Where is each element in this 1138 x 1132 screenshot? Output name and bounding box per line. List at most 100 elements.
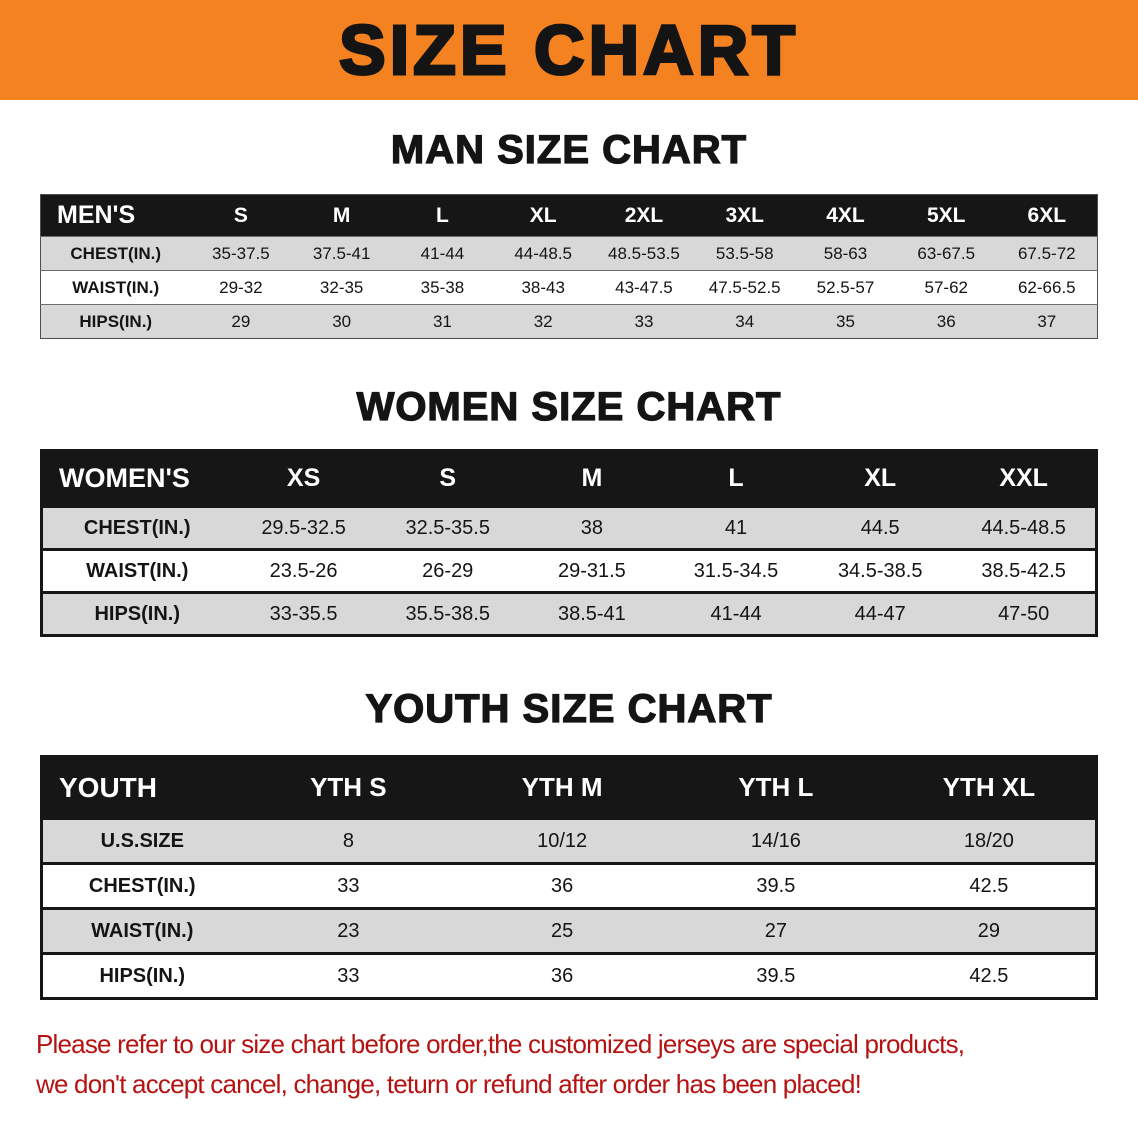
disclaimer-line-1: Please refer to our size chart before or… xyxy=(36,1029,965,1059)
size-value-cell: 29-32 xyxy=(190,270,292,305)
row-label: WAIST(IN.) xyxy=(41,548,232,593)
size-column-header: L xyxy=(663,450,809,507)
size-value-cell: 39.5 xyxy=(669,952,883,999)
size-value-cell: 38 xyxy=(519,505,664,550)
size-column-header: YTH XL xyxy=(882,756,1097,819)
men-chart-heading: MAN SIZE CHART xyxy=(390,127,748,172)
size-value-cell: 43-47.5 xyxy=(593,270,695,305)
row-label: HIPS(IN.) xyxy=(41,952,242,999)
size-value-cell: 38.5-42.5 xyxy=(952,548,1097,593)
size-value-cell: 36 xyxy=(455,862,669,909)
size-value-cell: 67.5-72 xyxy=(996,236,1098,271)
size-value-cell: 39.5 xyxy=(669,862,883,909)
size-value-cell: 26-29 xyxy=(375,548,520,593)
size-column-header: S xyxy=(190,194,292,237)
size-value-cell: 32-35 xyxy=(291,270,393,305)
size-value-cell: 23 xyxy=(241,907,456,954)
size-value-cell: 32.5-35.5 xyxy=(375,505,520,550)
table-header-row: MEN'S S M L XL 2XL 3XL 4XL 5XL 6XL xyxy=(40,194,1098,237)
size-value-cell: 14/16 xyxy=(669,817,883,864)
size-column-header: XS xyxy=(231,450,376,507)
size-value-cell: 42.5 xyxy=(882,862,1097,909)
size-column-header: 5XL xyxy=(895,194,997,237)
size-value-cell: 38-43 xyxy=(492,270,594,305)
size-column-header: M xyxy=(519,450,664,507)
size-value-cell: 36 xyxy=(455,952,669,999)
size-value-cell: 47.5-52.5 xyxy=(694,270,796,305)
size-value-cell: 8 xyxy=(241,817,456,864)
size-value-cell: 33 xyxy=(241,952,456,999)
size-column-header: 2XL xyxy=(593,194,695,237)
table-row: WAIST(IN.) 23 25 27 29 xyxy=(41,907,1097,954)
size-value-cell: 32 xyxy=(492,304,594,339)
size-value-cell: 37.5-41 xyxy=(291,236,393,271)
size-value-cell: 27 xyxy=(669,907,883,954)
youth-size-section: YOUTH SIZE CHART YOUTH YTH S YTH M YTH L YTH… xyxy=(0,686,1138,1000)
size-value-cell: 34 xyxy=(694,304,796,339)
size-value-cell: 41-44 xyxy=(663,591,809,636)
size-column-header: YTH S xyxy=(241,756,456,819)
size-value-cell: 62-66.5 xyxy=(996,270,1098,305)
table-row: CHEST(IN.) 35-37.5 37.5-41 41-44 44-48.5 48.5… xyxy=(40,236,1098,271)
size-column-header: XL xyxy=(492,194,594,237)
table-row: WAIST(IN.) 23.5-26 26-29 29-31.5 31.5-34.5 34… xyxy=(41,548,1097,593)
row-label: U.S.SIZE xyxy=(41,817,242,864)
size-value-cell: 34.5-38.5 xyxy=(808,548,953,593)
size-value-cell: 29-31.5 xyxy=(519,548,664,593)
size-value-cell: 44.5 xyxy=(808,505,953,550)
size-value-cell: 37 xyxy=(996,304,1098,339)
size-column-header: 4XL xyxy=(795,194,896,237)
table-header-row: WOMEN'S XS S M L XL XXL xyxy=(41,450,1097,507)
disclaimer-line-2: we don't accept cancel, change, teturn o… xyxy=(36,1069,862,1099)
table-row: HIPS(IN.) 33-35.5 35.5-38.5 38.5-41 41-44 44-… xyxy=(41,591,1097,636)
size-column-header: XL xyxy=(808,450,953,507)
size-column-header: L xyxy=(392,194,493,237)
size-value-cell: 35 xyxy=(795,304,896,339)
size-value-cell: 29.5-32.5 xyxy=(231,505,376,550)
size-value-cell: 35-38 xyxy=(392,270,493,305)
size-value-cell: 10/12 xyxy=(455,817,669,864)
table-row: HIPS(IN.) 29 30 31 32 33 34 35 36 37 xyxy=(40,304,1098,339)
row-label: CHEST(IN.) xyxy=(41,505,232,550)
size-value-cell: 33 xyxy=(241,862,456,909)
size-value-cell: 25 xyxy=(455,907,669,954)
size-chart-title: SIZE CHART xyxy=(338,11,799,89)
size-value-cell: 23.5-26 xyxy=(231,548,376,593)
size-value-cell: 42.5 xyxy=(882,952,1097,999)
men-size-table: MEN'S S M L XL 2XL 3XL 4XL 5XL 6XL CHEST(IN.) 35-37… xyxy=(40,194,1098,339)
size-value-cell: 52.5-57 xyxy=(795,270,896,305)
women-size-table: WOMEN'S XS S M L XL XXL CHEST(IN.) 29.5-32.5 32.5… xyxy=(40,449,1098,637)
table-header-row: YOUTH YTH S YTH M YTH L YTH XL xyxy=(41,756,1097,819)
size-column-header: YTH L xyxy=(669,756,883,819)
disclaimer-text: Please refer to our size chart before or… xyxy=(36,1024,1116,1104)
row-label: CHEST(IN.) xyxy=(41,862,242,909)
size-column-header: 6XL xyxy=(996,194,1098,237)
women-chart-heading: WOMEN SIZE CHART xyxy=(356,384,782,429)
size-column-header: M xyxy=(291,194,393,237)
size-value-cell: 44.5-48.5 xyxy=(952,505,1097,550)
size-column-header: YTH M xyxy=(455,756,669,819)
table-row: CHEST(IN.) 29.5-32.5 32.5-35.5 38 41 44.5 44.5… xyxy=(41,505,1097,550)
row-label: WAIST(IN.) xyxy=(41,907,242,954)
size-value-cell: 35.5-38.5 xyxy=(375,591,520,636)
size-value-cell: 47-50 xyxy=(952,591,1097,636)
table-row: WAIST(IN.) 29-32 32-35 35-38 38-43 43-47.5 47.… xyxy=(40,270,1098,305)
size-value-cell: 30 xyxy=(291,304,393,339)
youth-chart-heading: YOUTH SIZE CHART xyxy=(365,686,773,731)
youth-size-table: YOUTH YTH S YTH M YTH L YTH XL U.S.SIZE 8 10/12… xyxy=(40,755,1098,1000)
row-label: CHEST(IN.) xyxy=(40,236,191,271)
size-value-cell: 48.5-53.5 xyxy=(593,236,695,271)
table-row: HIPS(IN.) 33 36 39.5 42.5 xyxy=(41,952,1097,999)
table-row: U.S.SIZE 8 10/12 14/16 18/20 xyxy=(41,817,1097,864)
size-value-cell: 36 xyxy=(895,304,997,339)
table-row: CHEST(IN.) 33 36 39.5 42.5 xyxy=(41,862,1097,909)
size-value-cell: 57-62 xyxy=(895,270,997,305)
size-value-cell: 44-48.5 xyxy=(492,236,594,271)
row-label: HIPS(IN.) xyxy=(41,591,232,636)
size-column-header: 3XL xyxy=(694,194,796,237)
size-value-cell: 29 xyxy=(882,907,1097,954)
size-value-cell: 35-37.5 xyxy=(190,236,292,271)
size-value-cell: 41-44 xyxy=(392,236,493,271)
size-value-cell: 31.5-34.5 xyxy=(663,548,809,593)
size-value-cell: 63-67.5 xyxy=(895,236,997,271)
